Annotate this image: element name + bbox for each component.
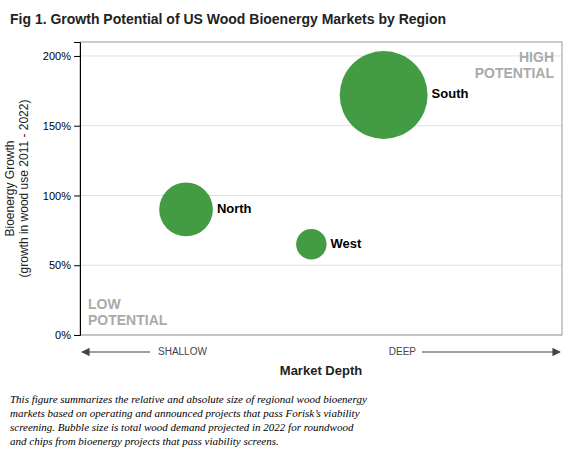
bubble-label: North (217, 201, 252, 216)
y-tick-label: 200% (43, 50, 71, 62)
y-tick-label: 50% (49, 259, 71, 271)
y-tick: 50% (49, 259, 80, 271)
y-tick: 0% (55, 329, 80, 341)
y-tick-mark (74, 126, 80, 127)
bubble-label: South (432, 86, 469, 101)
y-tick-mark (74, 195, 80, 196)
bubble-label: West (331, 236, 362, 251)
y-tick: 150% (43, 120, 80, 132)
y-axis: 0% 50% 100% 150% 200% (43, 43, 81, 342)
annotation: HIGHPOTENTIAL (475, 49, 555, 81)
y-tick-mark (74, 335, 80, 336)
y-tick: 200% (43, 50, 80, 62)
bubble (296, 229, 326, 259)
y-tick-label: 150% (43, 120, 71, 132)
caption: This figure summarizes the relative and … (10, 393, 367, 447)
grid-line (80, 125, 562, 126)
arrow (422, 351, 560, 352)
grid-line (80, 195, 562, 196)
plot-frame (80, 42, 562, 335)
plot: 0% 50% 100% 150% 200% North West South LOWPOTENT… (43, 42, 562, 341)
title: Fig 1. Growth Potential of US Wood Bioen… (10, 11, 446, 27)
chart: Fig 1. Growth Potential of US Wood Bioen… (0, 0, 576, 455)
marks (159, 51, 427, 259)
y-axis-label: Bioenergy Growth(growth in wood use 2011… (3, 100, 31, 278)
bubble-labels: North West South (217, 86, 469, 250)
y-tick-label: 100% (43, 189, 71, 201)
y-tick-mark (74, 265, 80, 266)
annotation: LOWPOTENTIAL (88, 296, 168, 328)
y-tick-mark (74, 56, 80, 57)
annotation: DEEP (389, 346, 417, 357)
grid (80, 56, 562, 335)
grid-line (80, 265, 562, 266)
y-tick: 100% (43, 189, 80, 201)
y-axis-line (74, 43, 81, 336)
grid-line (80, 55, 562, 56)
y-tick-label: 0% (55, 329, 71, 341)
bubble (340, 51, 428, 139)
annotation: SHALLOW (158, 346, 207, 357)
x-axis-label: Market Depth (280, 363, 362, 378)
arrow (82, 351, 150, 352)
bubble (159, 183, 213, 237)
